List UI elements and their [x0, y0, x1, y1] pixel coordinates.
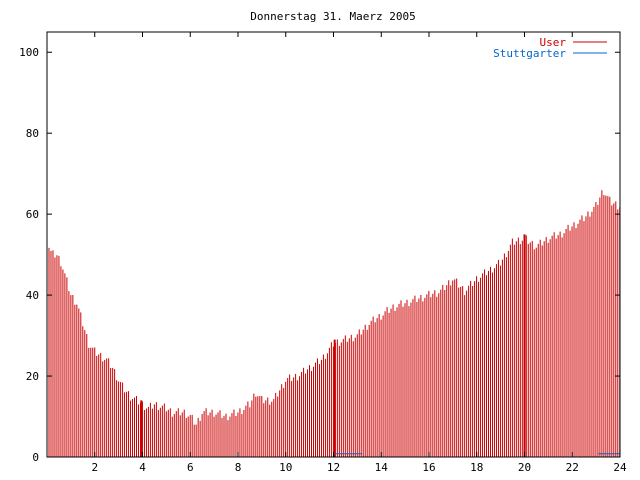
x-tick-label: 4 [139, 461, 146, 474]
legend-label-stuttgarter: Stuttgarter [493, 47, 566, 60]
x-tick-label: 18 [470, 461, 483, 474]
y-tick-label: 60 [26, 208, 39, 221]
x-tick-label: 12 [327, 461, 340, 474]
x-tick-label: 2 [91, 461, 98, 474]
legend-label-user: User [540, 36, 567, 49]
y-tick-label: 80 [26, 127, 39, 140]
x-tick-label: 6 [187, 461, 194, 474]
chart-title: Donnerstag 31. Maerz 2005 [250, 10, 416, 23]
y-tick-label: 20 [26, 370, 39, 383]
x-tick-label: 8 [235, 461, 242, 474]
x-tick-label: 20 [518, 461, 531, 474]
x-tick-label: 24 [613, 461, 627, 474]
x-tick-label: 22 [566, 461, 579, 474]
x-tick-label: 16 [422, 461, 435, 474]
y-tick-label: 100 [19, 46, 39, 59]
x-tick-label: 14 [375, 461, 389, 474]
series-user-bars [46, 190, 621, 457]
legend: User Stuttgarter [493, 36, 607, 60]
x-tick-label: 10 [279, 461, 292, 474]
y-tick-label: 40 [26, 289, 39, 302]
y-tick-label: 0 [32, 451, 39, 464]
